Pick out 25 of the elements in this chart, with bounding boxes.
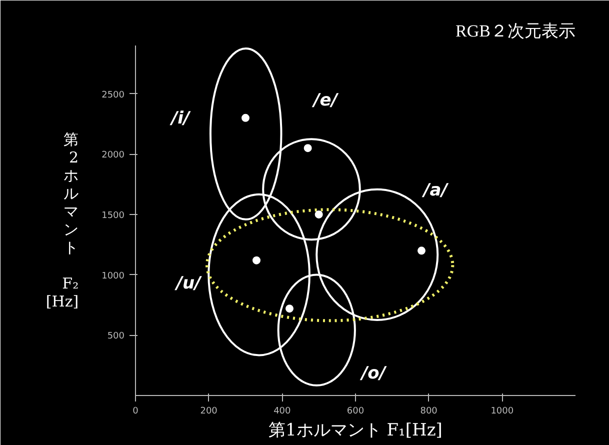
- annotation: /e/: [312, 90, 340, 110]
- annotation: /u/: [174, 274, 203, 294]
- x-tick-label: 800: [420, 406, 438, 416]
- y-tick-label: 2500: [102, 90, 125, 100]
- y-tick-label: 2000: [102, 150, 125, 161]
- x-axis-title: 第1ホルマント F₁[Hz]: [268, 420, 442, 440]
- x-tick-label: 1000: [490, 406, 514, 416]
- x-tick-label: 0: [132, 406, 139, 416]
- x-tick-label: 400: [274, 406, 292, 416]
- annotation: /o/: [359, 364, 388, 384]
- point: [314, 210, 323, 218]
- chart-title: RGB２次元表示: [456, 22, 576, 40]
- point: [304, 144, 312, 152]
- x-tick-label: 600: [346, 406, 364, 416]
- point: [286, 304, 294, 313]
- annotation: /a/: [422, 180, 450, 200]
- y-tick-label: 1000: [102, 271, 125, 282]
- point: [418, 246, 426, 255]
- point: [242, 114, 250, 122]
- annotation: /i/: [169, 108, 192, 128]
- y-tick-label: 500: [107, 332, 125, 342]
- point: [252, 256, 260, 264]
- y-tick-label: 1500: [102, 210, 125, 221]
- x-tick-label: 200: [200, 406, 218, 416]
- text: 第2ホルマント F₂ [Hz]: [46, 130, 79, 310]
